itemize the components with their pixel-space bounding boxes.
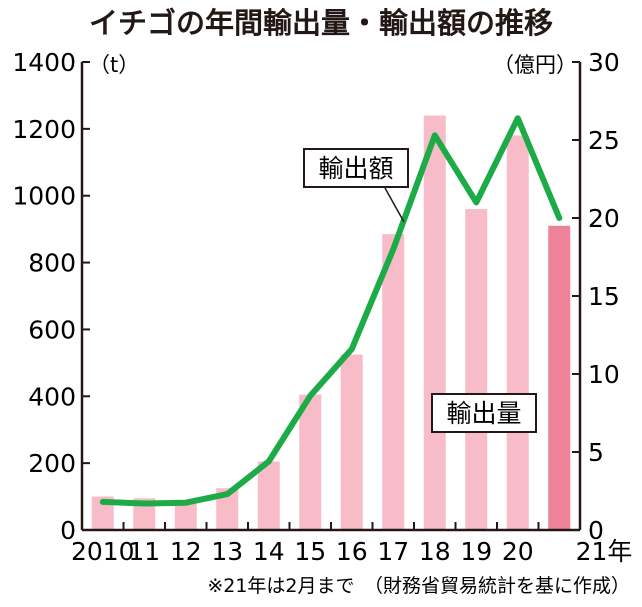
right-tick-label: 30 xyxy=(588,48,620,77)
amount-line xyxy=(99,115,563,507)
x-tick-label: 14 xyxy=(253,537,285,566)
left-tick-label: 0 xyxy=(60,516,76,545)
amount-callout-box xyxy=(303,148,409,188)
volume-bar-18 xyxy=(423,115,446,530)
x-tick-label: 13 xyxy=(211,537,243,566)
x-tick-label: 20 xyxy=(502,537,534,566)
volume-bar-14 xyxy=(257,461,280,530)
volume-callout-box xyxy=(431,393,537,433)
right-tick-label: 25 xyxy=(588,126,620,155)
right-tick-label: 10 xyxy=(588,360,620,389)
volume-bars xyxy=(91,115,571,531)
amount-callout-label: 輸出額 xyxy=(318,154,393,183)
right-tick-label: 5 xyxy=(588,438,604,467)
volume-bar-21年 xyxy=(548,225,571,531)
source-note: ※21年は2月まで （財務省貿易統計を基に作成） xyxy=(207,575,630,597)
left-tick-label: 800 xyxy=(28,249,76,278)
x-tick-label: 19 xyxy=(460,537,492,566)
x-tick-label: 11 xyxy=(128,537,160,566)
left-tick-label: 400 xyxy=(28,382,76,411)
x-tick-label: 12 xyxy=(170,537,202,566)
volume-bar-17 xyxy=(382,234,405,530)
x-tick-label: 15 xyxy=(294,537,326,566)
x-tick-label: 16 xyxy=(336,537,368,566)
left-tick-label: 600 xyxy=(28,315,76,344)
x-tick-label: 2010 xyxy=(71,537,135,566)
left-tick-label: 1000 xyxy=(12,182,76,211)
left-axis-ticks: 0 200 400 600 800 1000 1200 1400 xyxy=(12,48,90,545)
volume-bar-12 xyxy=(174,499,197,530)
volume-bar-16 xyxy=(340,354,363,530)
volume-callout-label: 輸出量 xyxy=(446,399,521,428)
right-axis-unit: （億円） xyxy=(493,53,577,77)
left-tick-label: 1200 xyxy=(12,115,76,144)
amount-callout-leader xyxy=(384,187,405,223)
x-tick-label: 17 xyxy=(377,537,409,566)
right-tick-label: 15 xyxy=(588,282,620,311)
volume-bar-15 xyxy=(299,394,322,530)
volume-bar-20 xyxy=(506,135,529,531)
x-tick-label: 21年 xyxy=(576,537,633,566)
right-axis-ticks: 0 5 10 15 20 25 30 xyxy=(572,48,620,545)
x-tick-label: 18 xyxy=(419,537,451,566)
right-tick-label: 20 xyxy=(588,204,620,233)
volume-bar-19 xyxy=(465,209,488,531)
left-tick-label: 200 xyxy=(28,449,76,478)
right-tick-label: 0 xyxy=(588,516,604,545)
volume-bar-13 xyxy=(216,488,239,530)
left-axis-unit: （t） xyxy=(89,53,139,77)
left-tick-label: 1400 xyxy=(12,48,76,77)
chart-title: イチゴの年間輸出量・輸出額の推移 xyxy=(89,6,553,40)
